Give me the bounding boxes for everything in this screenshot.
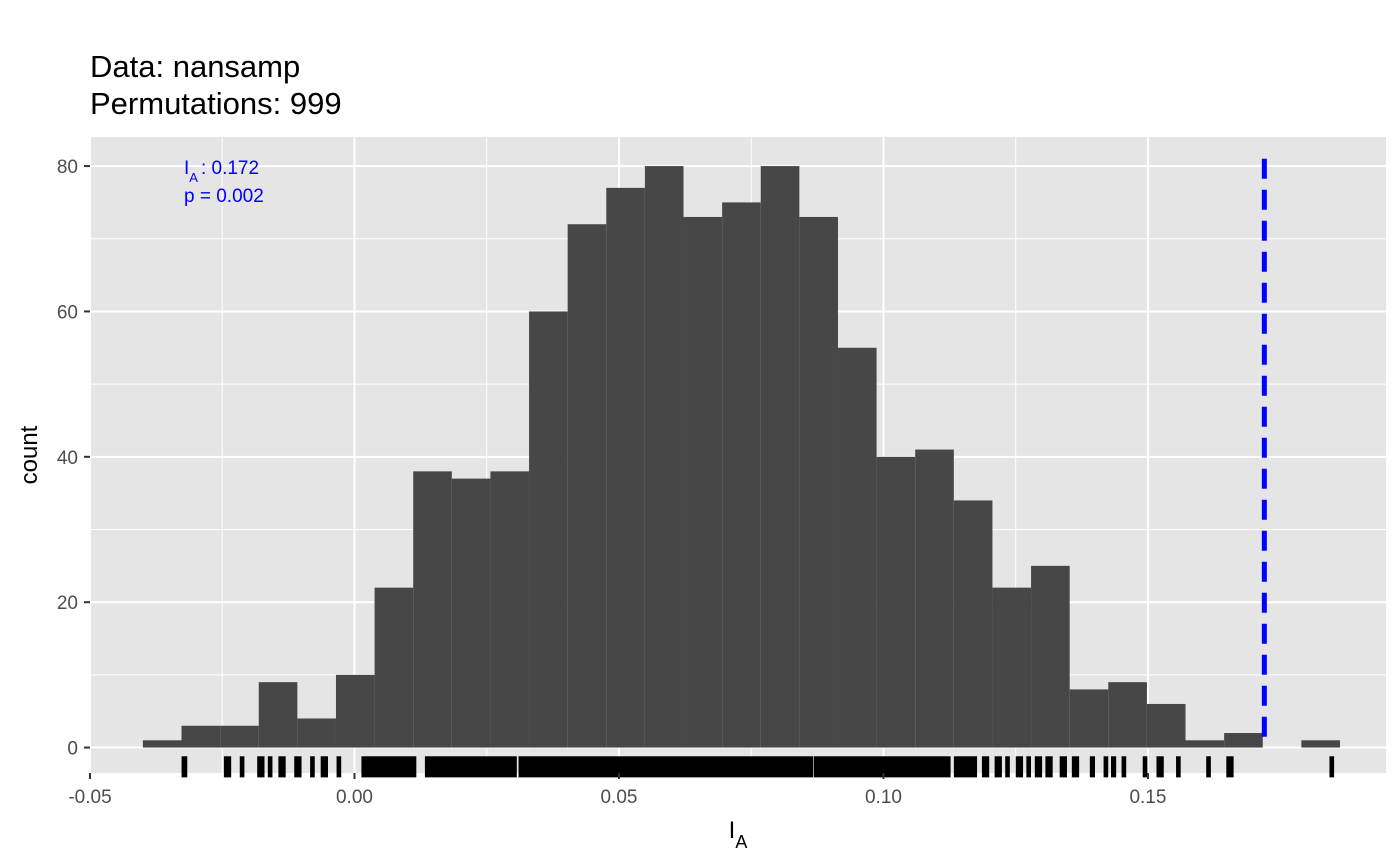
- y-tick-label: 20: [57, 593, 78, 614]
- histogram-bar: [722, 202, 761, 748]
- rug-mark: [1226, 756, 1234, 778]
- x-axis-label: IA: [729, 817, 748, 852]
- histogram-bar: [490, 471, 530, 748]
- rug-mark: [1059, 756, 1067, 778]
- rug-mark: [1176, 756, 1181, 778]
- rug-mark: [1110, 756, 1117, 778]
- y-tick-label: 60: [57, 302, 78, 323]
- x-tick-label: -0.05: [68, 787, 111, 808]
- histogram-bar: [451, 478, 491, 748]
- histogram-bar: [644, 166, 684, 748]
- rug-mark: [813, 756, 951, 778]
- rug-mark: [1156, 756, 1164, 778]
- histogram-bar: [567, 224, 607, 748]
- histogram-bars: [142, 166, 1340, 748]
- rug-mark: [1089, 756, 1096, 778]
- histogram-bar: [258, 682, 298, 748]
- histogram-bar: [683, 216, 723, 748]
- histogram-bar: [876, 456, 916, 748]
- histogram-bar: [297, 718, 336, 748]
- rug-mark: [181, 756, 188, 778]
- histogram-bar: [953, 500, 993, 748]
- chart-title-line-2: Permutations: 999: [90, 86, 342, 121]
- histogram-bar: [799, 216, 838, 748]
- histogram-bar: [335, 674, 375, 748]
- x-tick-label: 0.00: [336, 787, 373, 808]
- x-tick-label: 0.05: [600, 787, 637, 808]
- histogram-bar: [837, 347, 877, 748]
- rug-mark: [1005, 756, 1010, 778]
- histogram-bar: [1146, 703, 1186, 748]
- rug-mark: [239, 756, 245, 778]
- histogram-bar: [606, 187, 645, 748]
- histogram-bar: [915, 449, 954, 748]
- rug-mark: [320, 756, 328, 778]
- rug-mark: [1206, 756, 1211, 778]
- histogram-bar: [992, 587, 1032, 748]
- y-tick-label: 40: [57, 448, 78, 469]
- x-tick-label: 0.10: [865, 787, 902, 808]
- rug-mark: [336, 756, 342, 778]
- x-axis-ticks: -0.05 0.00 0.05 0.10 0.15: [68, 773, 1166, 808]
- rug-mark: [953, 756, 978, 778]
- histogram-bar: [529, 311, 568, 748]
- rug-mark: [1071, 756, 1080, 778]
- rug-mark: [1026, 756, 1031, 778]
- rug-mark: [257, 756, 265, 778]
- rug-marks: [181, 756, 1335, 778]
- histogram-bar: [413, 471, 452, 748]
- rug-mark: [518, 756, 814, 778]
- rug-mark: [267, 756, 273, 778]
- histogram-bar: [220, 725, 259, 748]
- histogram-bar: [374, 587, 414, 748]
- histogram-bar: [142, 740, 182, 748]
- histogram-bar: [1185, 740, 1225, 748]
- histogram-bar: [1069, 689, 1109, 748]
- rug-mark: [1103, 756, 1109, 778]
- y-tick-label: 0: [67, 739, 78, 760]
- rug-mark: [981, 756, 990, 778]
- rug-mark: [1142, 756, 1148, 778]
- rug-mark: [994, 756, 1002, 778]
- rug-mark: [223, 756, 232, 778]
- y-tick-label: 80: [57, 157, 78, 178]
- rug-mark: [1034, 756, 1043, 778]
- histogram-bar: [1031, 565, 1070, 748]
- chart-title-line-1: Data: nansamp: [90, 49, 300, 84]
- rug-mark: [278, 756, 286, 778]
- y-axis-ticks: 0 20 40 60 80: [57, 157, 90, 760]
- histogram-bar: [181, 725, 221, 748]
- rug-mark: [1121, 756, 1127, 778]
- histogram-bar: [1301, 740, 1340, 748]
- histogram-bar: [1108, 682, 1147, 748]
- p-value-annotation: p = 0.002: [184, 186, 264, 207]
- observed-annotation: IA: 0.172: [184, 158, 259, 185]
- rug-mark: [424, 756, 517, 778]
- rug-mark: [1045, 756, 1053, 778]
- rug-mark: [361, 756, 417, 778]
- rug-mark: [310, 756, 315, 778]
- y-axis-label: count: [16, 425, 43, 484]
- histogram-bar: [760, 166, 800, 748]
- rug-mark: [1015, 756, 1024, 778]
- histogram-bar: [1224, 733, 1263, 748]
- rug-mark: [294, 756, 302, 778]
- x-tick-label: 0.15: [1129, 787, 1166, 808]
- rug-mark: [1329, 756, 1335, 778]
